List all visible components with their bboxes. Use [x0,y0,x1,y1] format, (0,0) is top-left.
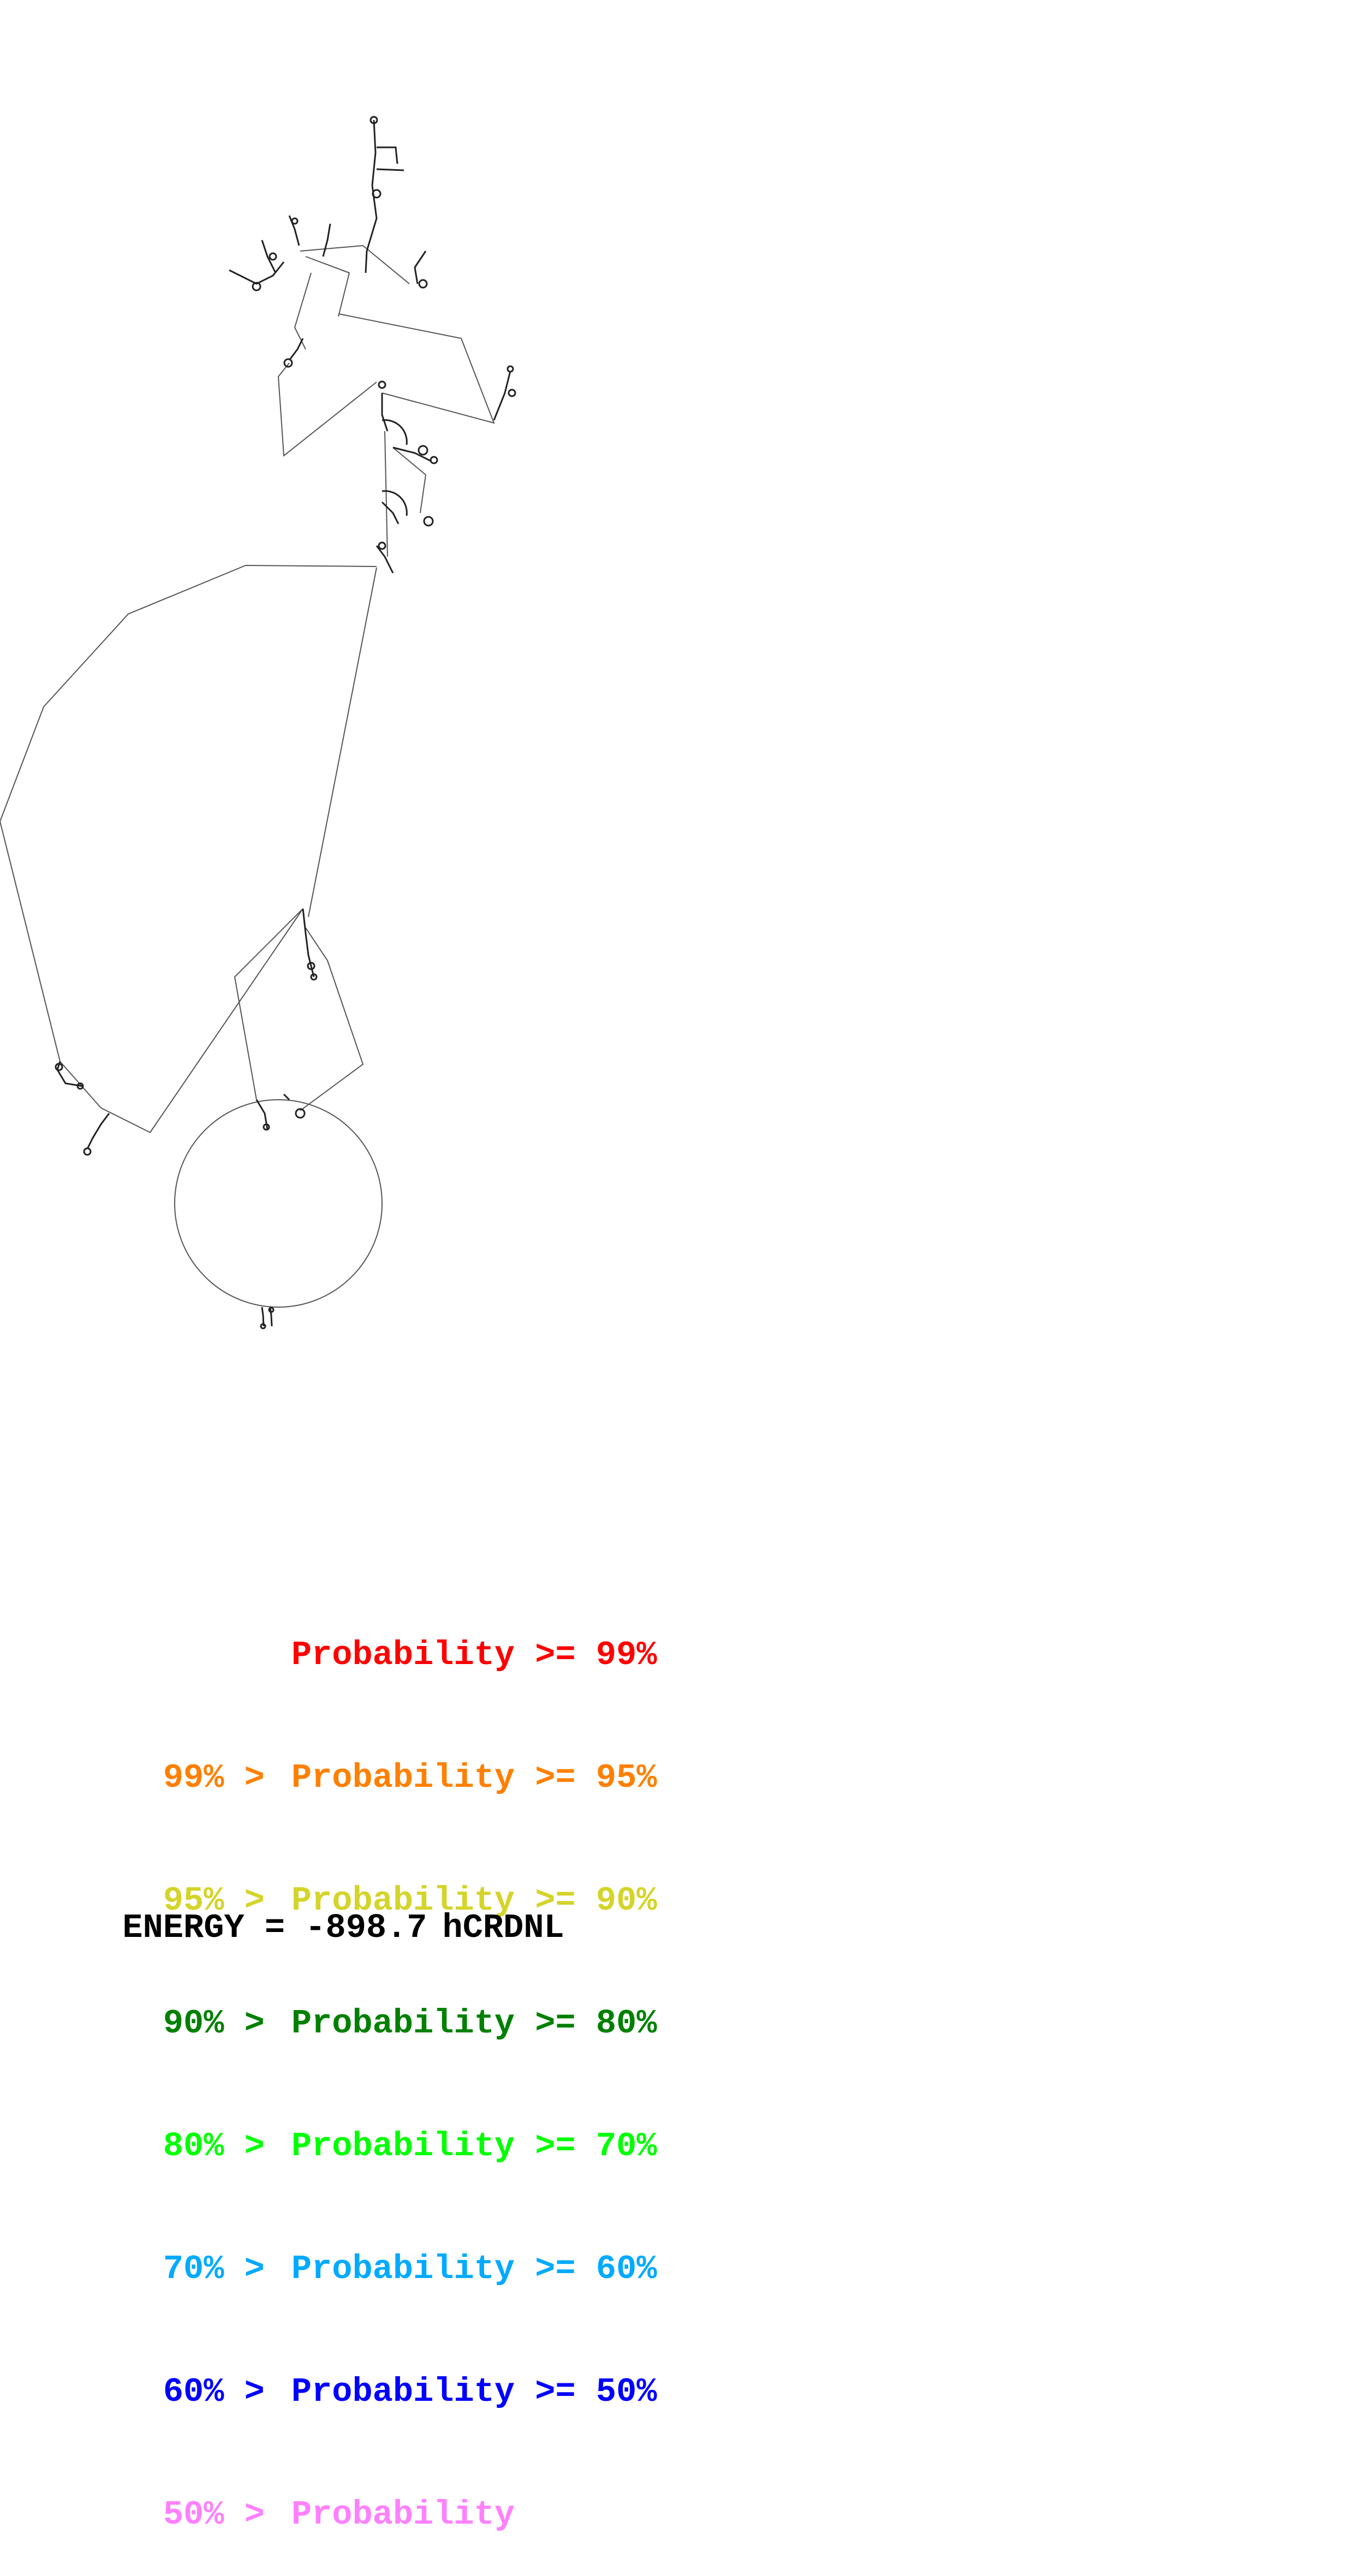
left-outer-loop [0,564,377,1133]
legend-label: Probability >= 50% [291,2372,657,2411]
lower-left-hairpin [86,1113,110,1149]
legend-label: Probability >= 80% [291,2004,657,2043]
legend-label: Probability [291,2495,515,2534]
long-connector [308,567,377,917]
lower-left-stem [56,1061,82,1087]
legend-row: 60% > Probability >= 50% [82,2330,682,2411]
legend-prefix: 99% > [163,1758,265,1797]
rna-secondary-structure-diagram [0,116,516,1329]
legend-row: 70% > Probability >= 60% [82,2208,682,2288]
upper-connector-d [392,447,427,514]
legend-label: Probability >= 60% [291,2250,657,2288]
right-stem [493,371,511,421]
legend-label: Probability >= 95% [291,1758,657,1797]
legend-row: 80% > Probability >= 70% [82,2085,682,2166]
legend-row: Probability >= 99% [82,1594,682,1674]
legend-row: 50% > Probability [82,2453,682,2534]
upper-connector-b [338,313,495,424]
legend-label: Probability >= 99% [291,1636,657,1674]
backbone-lines [0,245,495,1308]
legend-label: Probability >= 70% [291,2127,657,2166]
legend-row: 99% > Probability >= 95% [82,1716,682,1797]
bottom-hairpin [261,1307,265,1327]
lower-stem-center [302,908,315,977]
upper-left-cluster [229,261,285,285]
upper-connector-g [294,272,312,350]
stem-features [55,116,516,1329]
legend-prefix: 80% > [163,2127,265,2166]
crossing-connector-b [300,927,364,1111]
energy-readout: ENERGY = -898.7 hCRDNL [82,1867,580,1948]
legend-prefix: 70% > [163,2250,265,2288]
legend-prefix: 50% > [163,2495,265,2534]
legend-row: 95% > Probability >= 90% [82,1839,682,1920]
upper-connector-a [277,362,377,457]
top-stem [365,120,378,273]
probability-legend: Probability >= 99% 99% > Probability >= 9… [82,1512,682,2535]
legend-prefix: 95% > [163,1881,265,1920]
legend-label: Probability >= 90% [291,1881,657,1920]
upper-connector-f [300,245,410,284]
lower-circular-loop [174,1099,383,1308]
upper-connector-c [384,431,388,557]
upper-connector-e [305,256,350,317]
legend-row: 90% > Probability >= 80% [82,1962,682,2043]
crossing-connector-a [150,908,303,1133]
legend-prefix: 90% > [163,2004,265,2043]
legend-prefix: 60% > [163,2372,265,2411]
